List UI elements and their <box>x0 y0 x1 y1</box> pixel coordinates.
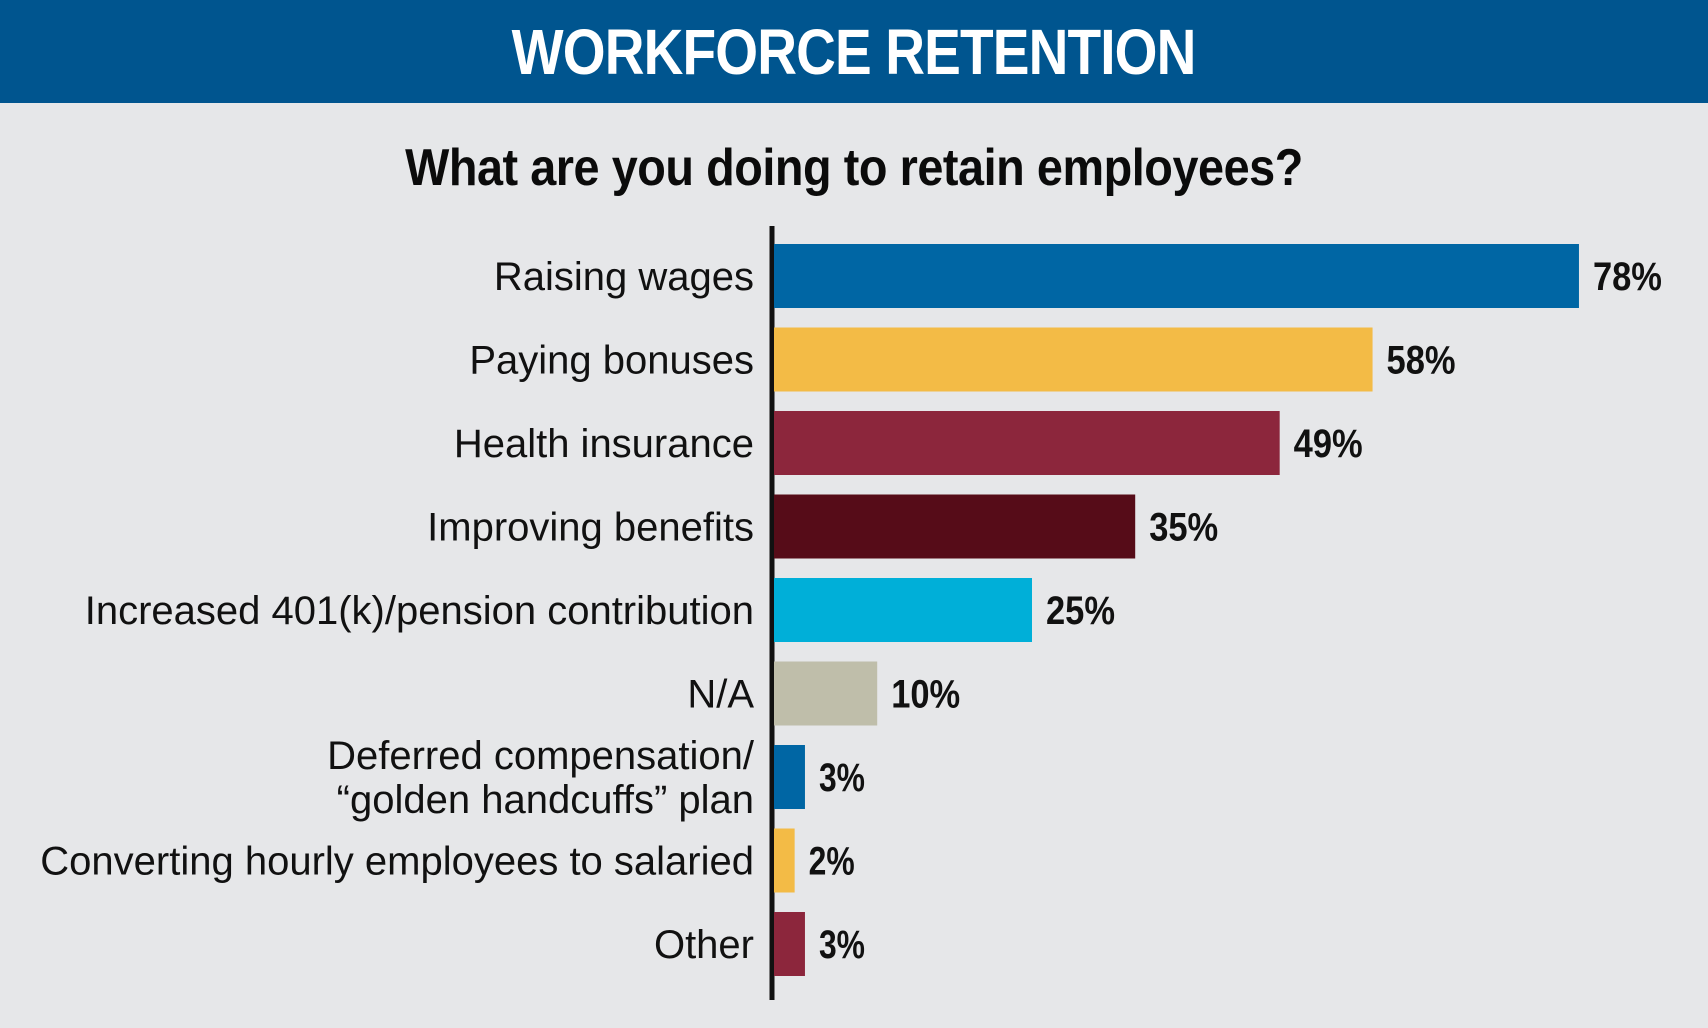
value-label-1: 58% <box>1387 339 1456 383</box>
category-label-3: Improving benefits <box>427 506 754 550</box>
category-label-2: Health insurance <box>454 422 754 466</box>
value-label-3: 35% <box>1149 506 1218 550</box>
category-label-6-line-1: “golden handcuffs” plan <box>337 778 754 822</box>
value-label-8: 3% <box>819 923 865 967</box>
value-label-7: 2% <box>809 840 855 884</box>
category-label-7: Converting hourly employees to salaried <box>40 840 754 884</box>
bars-layer: 78% Raising wages 58% Paying bonuses 49% Heal… <box>40 244 1662 976</box>
category-label-1: Paying bonuses <box>469 339 754 383</box>
bar-3 <box>774 494 1136 559</box>
bar-6 <box>774 745 805 809</box>
bar-4 <box>774 578 1032 642</box>
header-banner: WORKFORCE RETENTION <box>0 0 1708 103</box>
bar-2 <box>774 411 1280 475</box>
value-label-0: 78% <box>1593 255 1662 299</box>
category-label-6-line-0: Deferred compensation/ <box>327 734 755 778</box>
chart-title: What are you doing to retain employees? <box>405 139 1303 197</box>
bar-0 <box>774 244 1579 308</box>
bar-8 <box>774 912 805 976</box>
bar-5 <box>774 661 878 726</box>
value-label-5: 10% <box>891 673 960 717</box>
category-label-8: Other <box>654 923 754 967</box>
header-title: WORKFORCE RETENTION <box>512 15 1197 88</box>
value-label-2: 49% <box>1294 422 1363 466</box>
bar-1 <box>774 327 1373 392</box>
value-label-4: 25% <box>1046 589 1115 633</box>
category-label-4: Increased 401(k)/pension contribution <box>85 589 754 633</box>
value-label-6: 3% <box>819 756 865 800</box>
category-label-0: Raising wages <box>494 255 754 299</box>
bar-7 <box>774 828 795 893</box>
category-label-5: N/A <box>687 673 754 717</box>
